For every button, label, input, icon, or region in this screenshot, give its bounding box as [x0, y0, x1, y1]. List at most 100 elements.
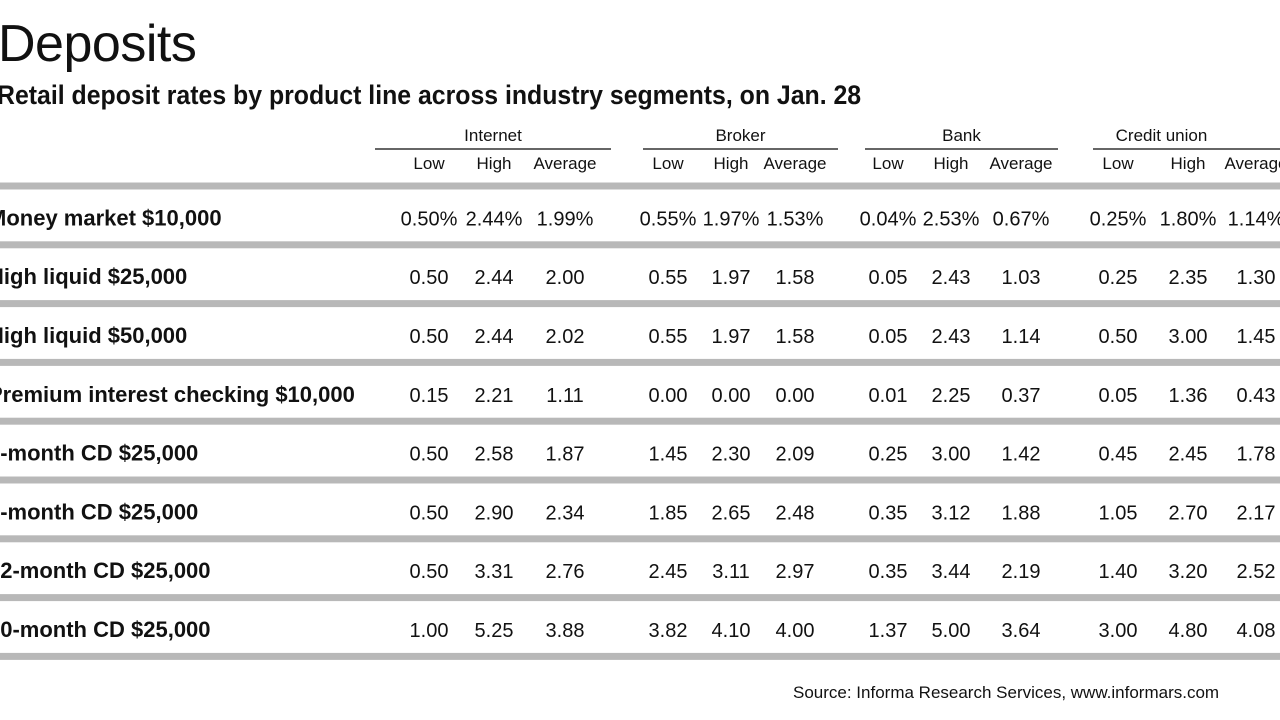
- table-cell: 5.25: [475, 620, 514, 642]
- table-cell: 2.45: [649, 561, 688, 583]
- table-cell: 1.53%: [767, 208, 824, 230]
- table-cell: 1.99%: [537, 208, 594, 230]
- table-cell: 1.88: [1002, 502, 1041, 524]
- table-cell: 4.10: [712, 620, 751, 642]
- table-cell: 2.53%: [923, 208, 980, 230]
- table-cell: 4.00: [776, 620, 815, 642]
- table-cell: 3.44: [932, 561, 971, 583]
- table-cell: 1.85: [649, 502, 688, 524]
- table-cell: 3.88: [546, 620, 585, 642]
- table-cell: 2.43: [932, 267, 971, 289]
- row-label: 60-month CD $25,000: [0, 617, 211, 642]
- table-cell: 4.80: [1169, 620, 1208, 642]
- table-cell: 2.17: [1237, 502, 1276, 524]
- table-cell: 0.04%: [860, 208, 917, 230]
- column-label: High: [934, 154, 969, 173]
- group-label: Bank: [942, 126, 981, 145]
- table-cell: 2.25: [932, 385, 971, 407]
- table-cell: 1.00: [410, 620, 449, 642]
- row-separator: [0, 594, 1280, 602]
- table-cell: 0.35: [869, 502, 908, 524]
- table-cell: 3.20: [1169, 561, 1208, 583]
- table-cell: 2.52: [1237, 561, 1276, 583]
- table-cell: 1.37: [869, 620, 908, 642]
- row-label: 3-month CD $25,000: [0, 441, 198, 466]
- table-cell: 2.44%: [466, 208, 523, 230]
- table-cell: 0.37: [1002, 385, 1041, 407]
- table-cell: 1.45: [649, 444, 688, 466]
- table-cell: 1.97%: [703, 208, 760, 230]
- table-cell: 0.25%: [1090, 208, 1147, 230]
- column-label: Average: [533, 154, 596, 173]
- table-cell: 1.78: [1237, 444, 1276, 466]
- table-cell: 1.58: [776, 326, 815, 348]
- table-cell: 2.97: [776, 561, 815, 583]
- table-cell: 2.19: [1002, 561, 1041, 583]
- column-label: Low: [872, 154, 904, 173]
- table-cell: 2.00: [546, 267, 585, 289]
- table-cell: 0.25: [869, 444, 908, 466]
- table-cell: 1.87: [546, 444, 585, 466]
- table-cell: 2.43: [932, 326, 971, 348]
- table-cell: 0.55: [649, 267, 688, 289]
- table-cell: 1.30: [1237, 267, 1276, 289]
- table-cell: 5.00: [932, 620, 971, 642]
- table-cell: 1.42: [1002, 444, 1041, 466]
- row-separator: [0, 241, 1280, 249]
- row-separator: [0, 652, 1280, 660]
- table-cell: 0.50: [410, 561, 449, 583]
- table-cell: 1.97: [712, 267, 751, 289]
- table-cell: 1.40: [1099, 561, 1138, 583]
- table-cell: 0.50: [410, 326, 449, 348]
- table-cell: 0.05: [869, 326, 908, 348]
- table-cell: 2.90: [475, 502, 514, 524]
- table-cell: 1.80%: [1160, 208, 1217, 230]
- table-cell: 1.45: [1237, 326, 1276, 348]
- table-cell: 3.11: [712, 561, 749, 583]
- table-cell: 1.11: [546, 385, 583, 407]
- table-headers: Internet Low High Average Broker Low High Avera…: [413, 126, 1280, 173]
- table-cell: 2.76: [546, 561, 585, 583]
- table-cell: 2.44: [475, 326, 514, 348]
- row-label: 12-month CD $25,000: [0, 558, 211, 583]
- table-cell: 1.14: [1002, 326, 1041, 348]
- row-label: Money market $10,000: [0, 205, 222, 230]
- table-cell: 3.12: [932, 502, 971, 524]
- column-label: High: [714, 154, 749, 173]
- table-rules: [0, 148, 1280, 660]
- table-body: Money market $10,000 0.50% 2.44% 1.99% 0.55%…: [0, 205, 1280, 642]
- table-cell: 0.35: [869, 561, 908, 583]
- table-cell: 0.50: [410, 267, 449, 289]
- table-cell: 0.45: [1099, 444, 1138, 466]
- table-cell: 3.00: [1169, 326, 1208, 348]
- table-cell: 0.50: [410, 502, 449, 524]
- table-cell: 0.50: [410, 444, 449, 466]
- page-title: Deposits: [0, 15, 197, 73]
- table-cell: 1.14%: [1228, 208, 1280, 230]
- table-cell: 0.55: [649, 326, 688, 348]
- table-cell: 3.31: [475, 561, 514, 583]
- column-label: Low: [1102, 154, 1134, 173]
- group-label: Broker: [715, 126, 765, 145]
- table-cell: 1.97: [712, 326, 751, 348]
- row-separator: [0, 535, 1280, 543]
- table-cell: 2.34: [546, 502, 585, 524]
- table-cell: 0.00: [712, 385, 751, 407]
- table-cell: 0.25: [1099, 267, 1138, 289]
- table-cell: 2.48: [776, 502, 815, 524]
- row-separator: [0, 417, 1280, 425]
- table-cell: 2.58: [475, 444, 514, 466]
- table-cell: 1.58: [776, 267, 815, 289]
- table-cell: 0.00: [649, 385, 688, 407]
- row-label: Premium interest checking $10,000: [0, 382, 355, 407]
- table-cell: 0.43: [1237, 385, 1276, 407]
- row-separator: [0, 358, 1280, 366]
- table-cell: 0.01: [869, 385, 908, 407]
- column-label: Average: [1224, 154, 1280, 173]
- table-cell: 0.15: [410, 385, 449, 407]
- column-label: Low: [413, 154, 445, 173]
- table-cell: 0.67%: [993, 208, 1050, 230]
- row-separator: [0, 476, 1280, 484]
- table-cell: 0.50: [1099, 326, 1138, 348]
